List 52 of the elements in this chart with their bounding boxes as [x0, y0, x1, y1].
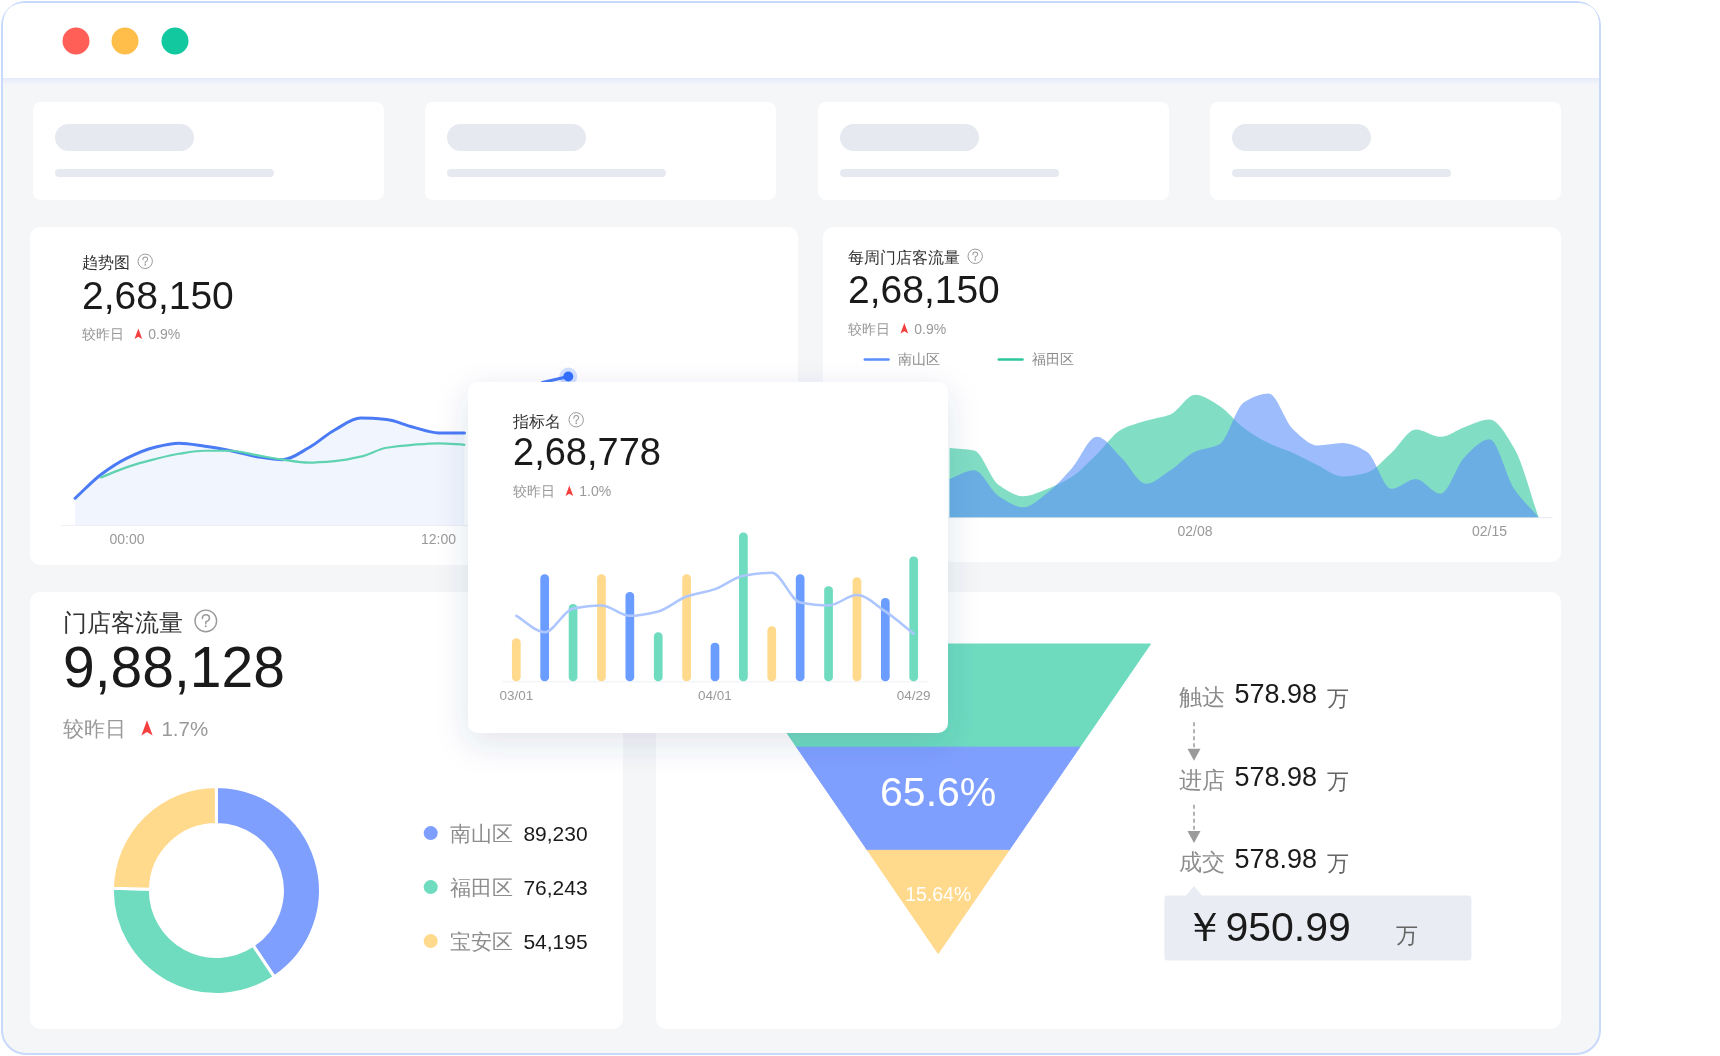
- text: 0.9%: [148, 326, 181, 342]
- annotation: 1.0%: [579, 483, 612, 499]
- bar: [824, 586, 833, 682]
- data-label: 89,230: [523, 821, 588, 845]
- bar: [682, 574, 691, 682]
- category-label: 进店: [1179, 766, 1226, 793]
- bar: [625, 592, 635, 682]
- bar: [739, 532, 748, 682]
- annotation: 较昨日: [513, 483, 555, 499]
- x-tick-label: 04/29: [896, 688, 931, 704]
- text: 578.98 万: [1234, 679, 1349, 712]
- x-tick-label: 04/01: [698, 688, 732, 704]
- data-label: 15.64%: [905, 883, 972, 906]
- data-label: 65.6%: [880, 768, 997, 815]
- x-tick-label: 03/01: [499, 688, 534, 704]
- legend-label: 福田区: [1032, 351, 1074, 368]
- legend-label: 福田区: [450, 875, 513, 899]
- bar: [653, 632, 663, 682]
- x-tick-label: 12:00: [420, 531, 457, 547]
- legend-label: 宝安区: [450, 929, 513, 953]
- chart-subtitle: 2,68,150: [82, 274, 234, 317]
- chart-title: 每周门店客流量: [848, 249, 960, 266]
- text: 0.9%: [914, 320, 947, 337]
- chart-subtitle: 2,68,778: [513, 431, 661, 473]
- chart-subtitle: 9,88,128: [63, 635, 285, 699]
- bar: [511, 638, 521, 682]
- x-tick-label: 02/15: [1471, 523, 1508, 539]
- bar: [795, 574, 805, 682]
- category-label: 成交: [1179, 849, 1226, 876]
- text: 578.98 万: [1234, 844, 1349, 877]
- x-tick-label: 02/08: [1177, 523, 1213, 539]
- text: 较昨日: [82, 326, 124, 342]
- category-label: 触达: [1179, 684, 1226, 711]
- chart-title: 门店客流量: [63, 609, 183, 636]
- bar: [909, 556, 919, 682]
- legend-label: 南山区: [898, 351, 940, 368]
- text: 1.7%: [161, 716, 209, 740]
- data-label: 76,243: [523, 875, 588, 899]
- text: 578.98 万: [1234, 761, 1349, 794]
- data-label: 54,195: [523, 929, 588, 953]
- x-tick-label: 00:00: [109, 531, 145, 547]
- bar: [767, 626, 777, 682]
- legend-label: 南山区: [450, 821, 513, 845]
- chart-title: 趋势图: [82, 254, 130, 271]
- chart-subtitle: 2,68,150: [848, 268, 1000, 311]
- bar: [597, 574, 606, 682]
- text: 较昨日: [848, 320, 890, 337]
- text: ￥950.99 万: [1184, 903, 1418, 950]
- chart-title: 指标名: [512, 412, 561, 430]
- bar: [880, 598, 890, 682]
- text: 较昨日: [63, 716, 126, 740]
- bar: [540, 574, 550, 682]
